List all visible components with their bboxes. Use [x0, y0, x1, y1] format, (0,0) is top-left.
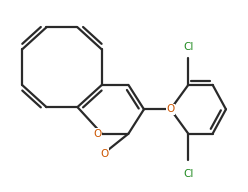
Text: Cl: Cl	[183, 169, 193, 179]
Text: Cl: Cl	[183, 42, 193, 52]
Text: O: O	[166, 104, 175, 114]
Text: O: O	[93, 129, 102, 139]
Text: O: O	[100, 149, 108, 159]
